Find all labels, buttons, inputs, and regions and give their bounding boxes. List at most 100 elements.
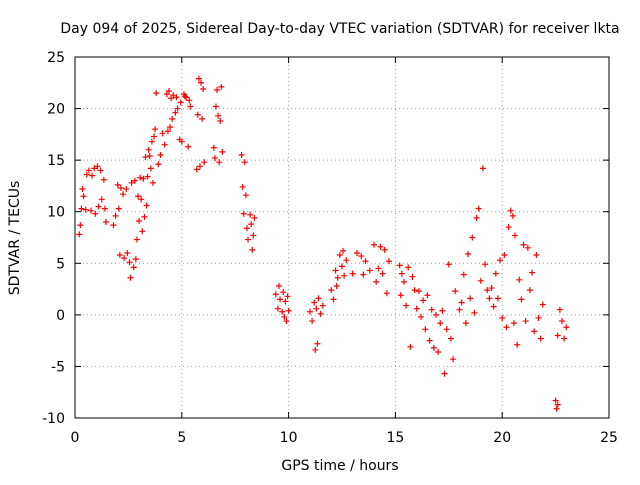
data-point	[173, 94, 180, 101]
data-point	[533, 252, 540, 259]
data-point	[123, 186, 130, 193]
x-tick-label: 5	[177, 430, 186, 446]
data-point	[358, 253, 365, 260]
data-point	[95, 203, 102, 210]
data-point	[121, 255, 128, 262]
data-point	[494, 295, 501, 302]
data-point	[353, 249, 360, 256]
data-point	[79, 186, 86, 193]
data-point	[340, 247, 347, 254]
data-point	[518, 296, 525, 303]
data-point	[553, 405, 560, 412]
data-point	[249, 246, 256, 253]
data-point	[219, 148, 226, 155]
data-point	[193, 166, 200, 173]
data-point	[243, 225, 250, 232]
data-point	[415, 288, 422, 295]
data-point	[281, 313, 288, 320]
data-point	[211, 155, 218, 162]
data-point	[143, 202, 150, 209]
data-point	[102, 219, 109, 226]
data-point	[398, 270, 405, 277]
data-point	[336, 252, 343, 259]
data-point	[153, 90, 160, 97]
data-point	[432, 311, 439, 318]
data-point	[537, 335, 544, 342]
y-tick-label: 0	[56, 308, 65, 324]
data-point	[215, 112, 222, 119]
data-point	[177, 99, 184, 106]
data-point	[381, 246, 388, 253]
data-point	[371, 241, 378, 248]
data-point	[514, 341, 521, 348]
data-point	[241, 159, 248, 166]
data-point	[100, 176, 107, 183]
y-tick-label: -10	[42, 411, 65, 427]
data-point	[385, 258, 392, 265]
data-point	[471, 309, 478, 316]
data-point	[279, 308, 286, 315]
data-point	[159, 130, 166, 137]
data-point	[311, 299, 318, 306]
data-point	[330, 296, 337, 303]
data-point	[145, 146, 152, 153]
data-point	[112, 212, 119, 219]
data-point	[217, 117, 224, 124]
data-point	[168, 95, 175, 102]
data-point	[400, 278, 407, 285]
data-point	[214, 87, 221, 94]
data-points	[76, 75, 570, 412]
data-point	[172, 109, 179, 116]
data-point	[161, 141, 168, 148]
data-point	[319, 302, 326, 309]
data-point	[505, 224, 512, 231]
data-point	[170, 92, 177, 99]
data-point	[115, 205, 122, 212]
data-point	[186, 97, 193, 104]
data-point	[272, 291, 279, 298]
data-point	[210, 144, 217, 151]
data-point	[396, 262, 403, 269]
data-point	[373, 278, 380, 285]
data-point	[182, 93, 189, 100]
data-point	[116, 252, 123, 259]
data-point	[120, 191, 127, 198]
data-point	[563, 324, 570, 331]
data-point	[469, 234, 476, 241]
data-point	[405, 264, 412, 271]
data-point	[114, 181, 121, 188]
data-point	[430, 344, 437, 351]
data-point	[185, 143, 192, 150]
data-point	[167, 124, 174, 131]
data-point	[240, 210, 247, 217]
x-axis-title: GPS time / hours	[281, 458, 398, 474]
data-point	[284, 293, 291, 300]
data-point	[124, 249, 131, 256]
data-point	[428, 306, 435, 313]
data-point	[238, 151, 245, 158]
data-point	[452, 288, 459, 295]
data-point	[473, 214, 480, 221]
data-point	[245, 236, 252, 243]
data-point	[554, 401, 561, 408]
data-point	[501, 252, 508, 259]
data-point	[486, 295, 493, 302]
data-point	[306, 308, 313, 315]
data-point	[200, 85, 207, 92]
grid-lines	[75, 57, 609, 418]
data-point	[456, 306, 463, 313]
data-point	[447, 335, 454, 342]
data-point	[199, 115, 206, 122]
data-point	[366, 267, 373, 274]
x-tick-label: 10	[280, 430, 298, 446]
data-point	[524, 244, 531, 251]
data-point	[349, 270, 356, 277]
data-point	[462, 320, 469, 327]
data-point	[531, 328, 538, 335]
data-point	[169, 115, 176, 122]
data-point	[239, 183, 246, 190]
data-point	[507, 207, 514, 214]
data-point	[522, 318, 529, 325]
data-point	[552, 397, 559, 404]
x-tick-label: 0	[71, 430, 80, 446]
